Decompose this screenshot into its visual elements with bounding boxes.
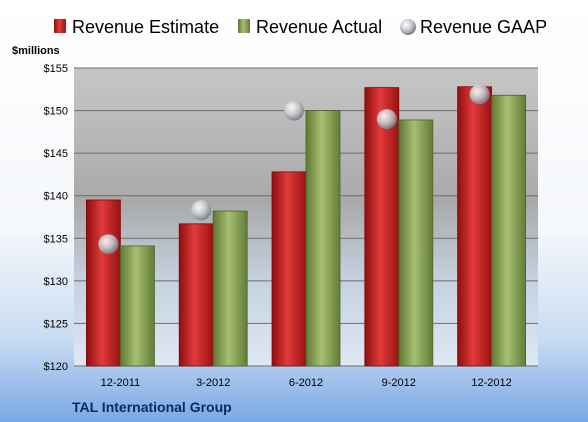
bar-layer bbox=[86, 86, 527, 367]
bar-revenue-actual-3-2012 bbox=[212, 210, 248, 367]
x-tick-label-12-2012: 12-2012 bbox=[471, 377, 511, 389]
y-tick-label-145: $145 bbox=[44, 148, 68, 160]
x-tick-label-12-2011: 12-2011 bbox=[101, 377, 141, 389]
marker-revenue-gaap-12-2012 bbox=[469, 84, 490, 105]
y-axis-label: $millions bbox=[12, 45, 60, 57]
chart-caption: TAL International Group bbox=[72, 399, 232, 415]
y-tick-label-155: $155 bbox=[44, 63, 68, 75]
bar-revenue-estimate-12-2011 bbox=[86, 199, 121, 367]
marker-revenue-gaap-9-2012 bbox=[376, 109, 397, 130]
x-tick-labels: 12-2011 3-2012 6-2012 9-2012 12-2012 bbox=[101, 377, 512, 389]
y-tick-label-150: $150 bbox=[44, 106, 68, 118]
bar-revenue-estimate-3-2012 bbox=[178, 223, 214, 367]
bar-revenue-actual-12-2012 bbox=[491, 94, 527, 367]
legend-label-revenue-estimate: Revenue Estimate bbox=[72, 17, 219, 37]
legend: Revenue Estimate Revenue Actual Revenue … bbox=[54, 17, 547, 37]
legend-swatch-revenue-estimate bbox=[54, 19, 66, 33]
marker-revenue-gaap-3-2012 bbox=[191, 200, 212, 221]
legend-label-revenue-actual: Revenue Actual bbox=[256, 17, 382, 37]
legend-swatch-revenue-gaap bbox=[400, 19, 416, 35]
y-tick-label-135: $135 bbox=[44, 233, 68, 245]
bar-revenue-actual-12-2011 bbox=[120, 245, 155, 367]
bar-revenue-actual-9-2012 bbox=[398, 119, 434, 367]
bar-revenue-estimate-6-2012 bbox=[271, 171, 307, 367]
marker-revenue-gaap-12-2011 bbox=[98, 234, 119, 255]
x-tick-label-6-2012: 6-2012 bbox=[289, 377, 323, 389]
legend-label-revenue-gaap: Revenue GAAP bbox=[420, 17, 547, 37]
y-tick-label-140: $140 bbox=[44, 191, 68, 203]
bar-revenue-actual-6-2012 bbox=[305, 110, 341, 367]
y-tick-label-125: $125 bbox=[44, 318, 68, 330]
y-tick-label-120: $120 bbox=[44, 361, 68, 373]
bar-revenue-estimate-12-2012 bbox=[457, 86, 493, 367]
x-tick-label-9-2012: 9-2012 bbox=[382, 377, 416, 389]
y-tick-labels: $120 $125 $130 $135 $140 $145 $150 $155 bbox=[44, 63, 68, 373]
x-tick-label-3-2012: 3-2012 bbox=[196, 377, 230, 389]
legend-swatch-revenue-actual bbox=[238, 19, 250, 33]
bar-revenue-estimate-9-2012 bbox=[364, 87, 400, 367]
marker-layer bbox=[98, 84, 490, 255]
marker-revenue-gaap-6-2012 bbox=[284, 100, 304, 121]
y-tick-label-130: $130 bbox=[44, 276, 68, 288]
